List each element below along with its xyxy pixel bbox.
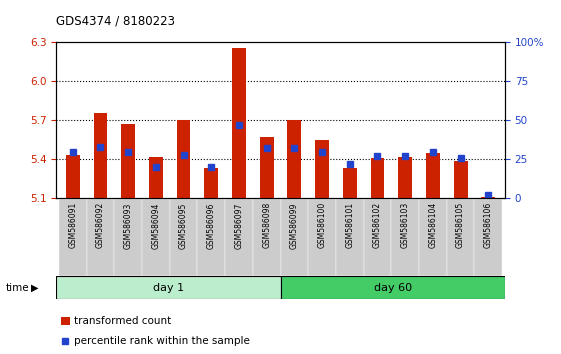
Text: GSM586093: GSM586093	[123, 202, 132, 249]
Bar	[481, 197, 495, 198]
Bar	[475, 198, 502, 276]
Bar	[308, 198, 336, 276]
Bar	[260, 137, 274, 198]
Bar	[61, 318, 70, 325]
Text: GSM586104: GSM586104	[429, 202, 438, 249]
Bar	[419, 198, 447, 276]
Bar	[253, 198, 280, 276]
Text: GSM586096: GSM586096	[207, 202, 216, 249]
Bar	[454, 161, 467, 198]
Bar	[114, 198, 142, 276]
Bar	[56, 276, 280, 299]
Text: GSM586101: GSM586101	[345, 202, 354, 248]
Bar	[197, 198, 225, 276]
Text: GSM586092: GSM586092	[96, 202, 105, 249]
Bar	[392, 198, 419, 276]
Bar	[225, 198, 253, 276]
Bar	[204, 169, 218, 198]
Bar	[280, 276, 505, 299]
Bar	[287, 120, 301, 198]
Bar	[398, 157, 412, 198]
Text: GSM586095: GSM586095	[179, 202, 188, 249]
Text: GSM586103: GSM586103	[401, 202, 410, 249]
Bar	[364, 198, 392, 276]
Bar	[232, 48, 246, 198]
Text: GSM586097: GSM586097	[234, 202, 243, 249]
Bar	[336, 198, 364, 276]
Text: GSM586099: GSM586099	[290, 202, 299, 249]
Text: GSM586102: GSM586102	[373, 202, 382, 248]
Text: GSM586106: GSM586106	[484, 202, 493, 249]
Bar	[169, 198, 197, 276]
Bar	[59, 198, 86, 276]
Bar	[426, 153, 440, 198]
Text: transformed count: transformed count	[74, 316, 171, 326]
Text: day 1: day 1	[153, 282, 184, 293]
Bar	[343, 169, 357, 198]
Text: ▶: ▶	[31, 282, 38, 293]
Text: day 60: day 60	[374, 282, 412, 293]
Text: GDS4374 / 8180223: GDS4374 / 8180223	[56, 14, 175, 27]
Text: time: time	[6, 282, 29, 293]
Text: GSM586100: GSM586100	[318, 202, 327, 249]
Bar	[94, 113, 107, 198]
Text: GSM586098: GSM586098	[262, 202, 271, 249]
Bar	[447, 198, 475, 276]
Text: percentile rank within the sample: percentile rank within the sample	[74, 336, 250, 346]
Bar	[280, 198, 308, 276]
Bar	[66, 155, 80, 198]
Bar	[177, 120, 191, 198]
Text: GSM586094: GSM586094	[151, 202, 160, 249]
Text: GSM586105: GSM586105	[456, 202, 465, 249]
Text: GSM586091: GSM586091	[68, 202, 77, 249]
Bar	[315, 140, 329, 198]
Bar	[121, 124, 135, 198]
Bar	[142, 198, 169, 276]
Bar	[86, 198, 114, 276]
Bar	[370, 158, 384, 198]
Bar	[149, 157, 163, 198]
